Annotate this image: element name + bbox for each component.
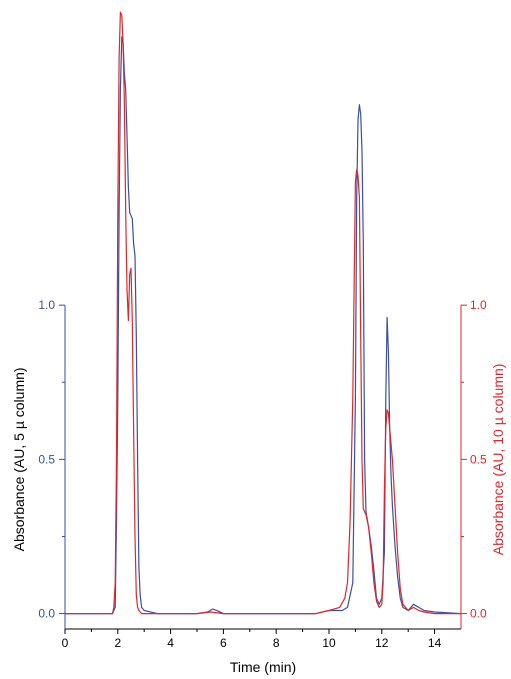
- x-tick-label-14: 14: [428, 636, 442, 650]
- right-y-tick-label-1: 0.5: [470, 452, 487, 466]
- series-layer: [65, 11, 462, 615]
- left-y-tick-label-0: 0.0: [38, 607, 55, 621]
- left-y-tick-label-1: 0.5: [38, 452, 55, 466]
- right-y-axis-title: Absorbance (AU, 10 µ column): [490, 364, 506, 556]
- x-tick-label-4: 4: [167, 636, 174, 650]
- axes-layer: 0 2 4 6 8 10 12 14 0.0 0.5 1.0 0.0 0.5 1.0: [38, 298, 487, 650]
- right-y-tick-label-2: 1.0: [470, 298, 487, 312]
- x-tick-label-6: 6: [220, 636, 227, 650]
- series-line-2-right: [65, 11, 461, 615]
- series-line-1-left: [65, 36, 462, 615]
- right-y-tick-label-0: 0.0: [470, 607, 487, 621]
- x-tick-label-12: 12: [375, 636, 389, 650]
- left-y-axis-title: Absorbance (AU, 5 µ column): [11, 367, 27, 551]
- left-y-tick-label-2: 1.0: [38, 298, 55, 312]
- x-tick-label-10: 10: [322, 636, 336, 650]
- x-tick-label-8: 8: [273, 636, 280, 650]
- x-tick-label-0: 0: [62, 636, 69, 650]
- x-axis-title: Time (min): [230, 659, 296, 675]
- x-tick-label-2: 2: [114, 636, 121, 650]
